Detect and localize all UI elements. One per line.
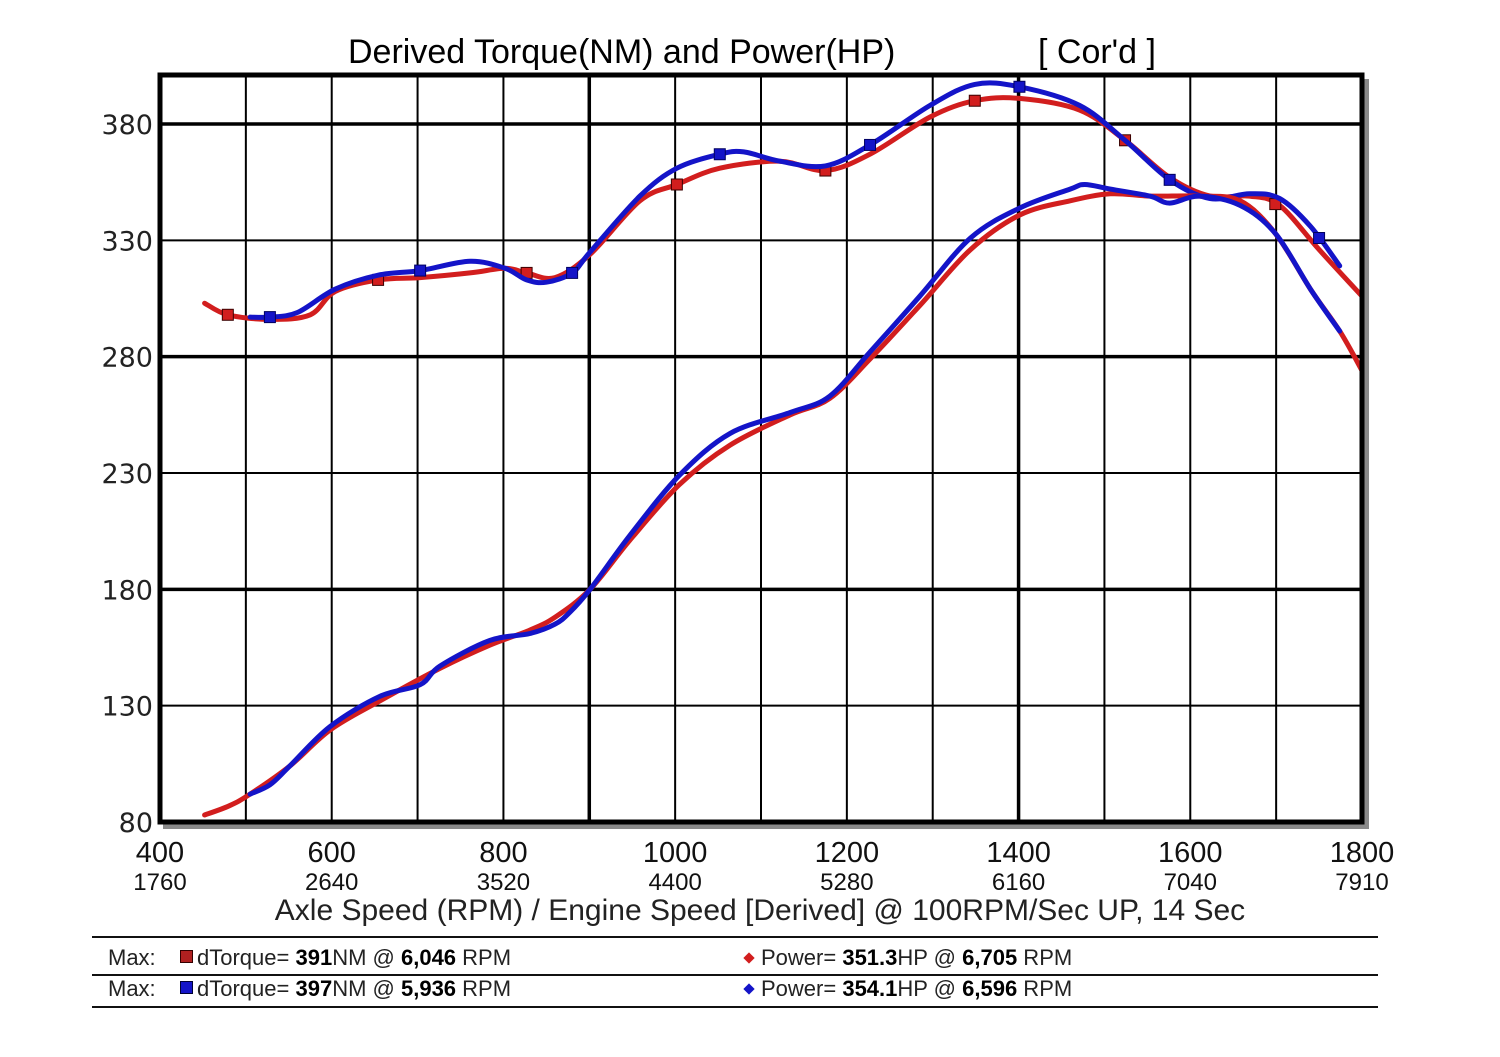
torque-max-rpm: 6,046 [400,945,457,970]
max-label: Max: [108,945,156,970]
grid [160,75,1362,822]
data-point-marker [713,148,726,161]
series-layer [202,80,1365,818]
torque-max-entry: dTorque= 397NM @ 5,936 RPM [180,974,511,1004]
data-point-marker [968,94,981,107]
power-max-value: 351.3 [842,945,898,970]
x-tick-label-engine: 7040 [1164,869,1217,896]
data-point-marker [414,264,427,277]
x-tick-label-axle: 1800 [1330,837,1395,869]
legend-row-run2: Max: dTorque= 397NM @ 5,936 RPM Power= 3… [92,974,1378,1004]
square-marker-icon [180,950,193,963]
x-axis-label: Axle Speed (RPM) / Engine Speed [Derived… [275,894,1245,927]
dyno-chart: Derived Torque(NM) and Power(HP) [ Cor'd… [101,33,1394,927]
torque-unit: NM @ [332,976,395,1001]
y-tick-label: 80 [119,808,153,839]
x-tick-label-axle: 400 [136,837,184,869]
legend-row-run1: Max: dTorque= 391NM @ 6,046 RPM Power= 3… [92,943,1378,973]
power-unit: HP @ [897,976,956,1001]
power-max-entry: Power= 354.1HP @ 6,596 RPM [742,974,1072,1004]
chart-title-tag: [ Cor'd ] [1038,33,1156,71]
data-point-marker [566,266,579,279]
data-point-marker [1313,232,1326,245]
y-tick-label: 380 [101,110,153,141]
y-tick-label: 330 [101,226,153,257]
y-tick-label: 130 [101,692,153,723]
torque-max-entry: dTorque= 391NM @ 6,046 RPM [180,943,511,973]
rpm-unit: RPM [1017,976,1073,1001]
data-point-marker [221,308,234,321]
x-tick-label-axle: 1600 [1158,837,1223,869]
series-line-power-run-2-hp [247,182,1343,797]
plot-frame [157,72,1365,825]
x-tick-label-engine: 2640 [305,869,358,896]
diamond-marker-icon [743,952,755,964]
data-point-marker [1163,173,1176,186]
x-tick-label-engine: 1760 [133,869,186,896]
power-max-rpm: 6,705 [962,945,1018,970]
x-tick-label-axle: 1200 [815,837,880,869]
x-tick-label-axle: 800 [479,837,527,869]
power-unit: HP @ [897,945,956,970]
x-tick-label-engine: 7910 [1335,869,1388,896]
legend-divider [92,974,1378,976]
chart-title: Derived Torque(NM) and Power(HP) [348,33,895,71]
rpm-unit: RPM [456,945,512,970]
data-point-marker [670,178,683,191]
torque-max-rpm: 5,936 [400,976,457,1001]
x-tick-label-axle: 1400 [986,837,1051,869]
torque-prefix: dTorque= [197,945,296,970]
legend-divider [92,1006,1378,1008]
diamond-marker-icon [743,983,755,995]
x-tick-label-engine: 5280 [820,869,873,896]
power-prefix: Power= [761,945,843,970]
power-max-rpm: 6,596 [962,976,1018,1001]
power-max-entry: Power= 351.3HP @ 6,705 RPM [742,943,1072,973]
legend-divider [92,936,1378,938]
power-max-value: 354.1 [842,976,898,1001]
y-tick-label: 180 [101,575,153,606]
torque-max-value: 391 [295,945,333,970]
y-tick-label: 280 [101,343,153,374]
x-tick-label-engine: 6160 [992,869,1045,896]
data-point-marker [864,138,877,151]
torque-max-value: 397 [295,976,333,1001]
x-tick-label-engine: 4400 [648,869,701,896]
x-tick-label-axle: 1000 [643,837,708,869]
max-label: Max: [108,976,156,1001]
data-point-marker [1013,80,1026,93]
data-point-marker [263,311,276,324]
y-tick-label: 230 [101,459,153,490]
torque-prefix: dTorque= [197,976,296,1001]
square-marker-icon [180,981,193,994]
rpm-unit: RPM [1017,945,1073,970]
x-tick-label-engine: 3520 [477,869,530,896]
x-tick-label-axle: 600 [308,837,356,869]
y-axis: 80 130 180 230 280 330 380 [101,110,153,839]
torque-unit: NM @ [332,945,395,970]
rpm-unit: RPM [456,976,512,1001]
power-prefix: Power= [761,976,843,1001]
